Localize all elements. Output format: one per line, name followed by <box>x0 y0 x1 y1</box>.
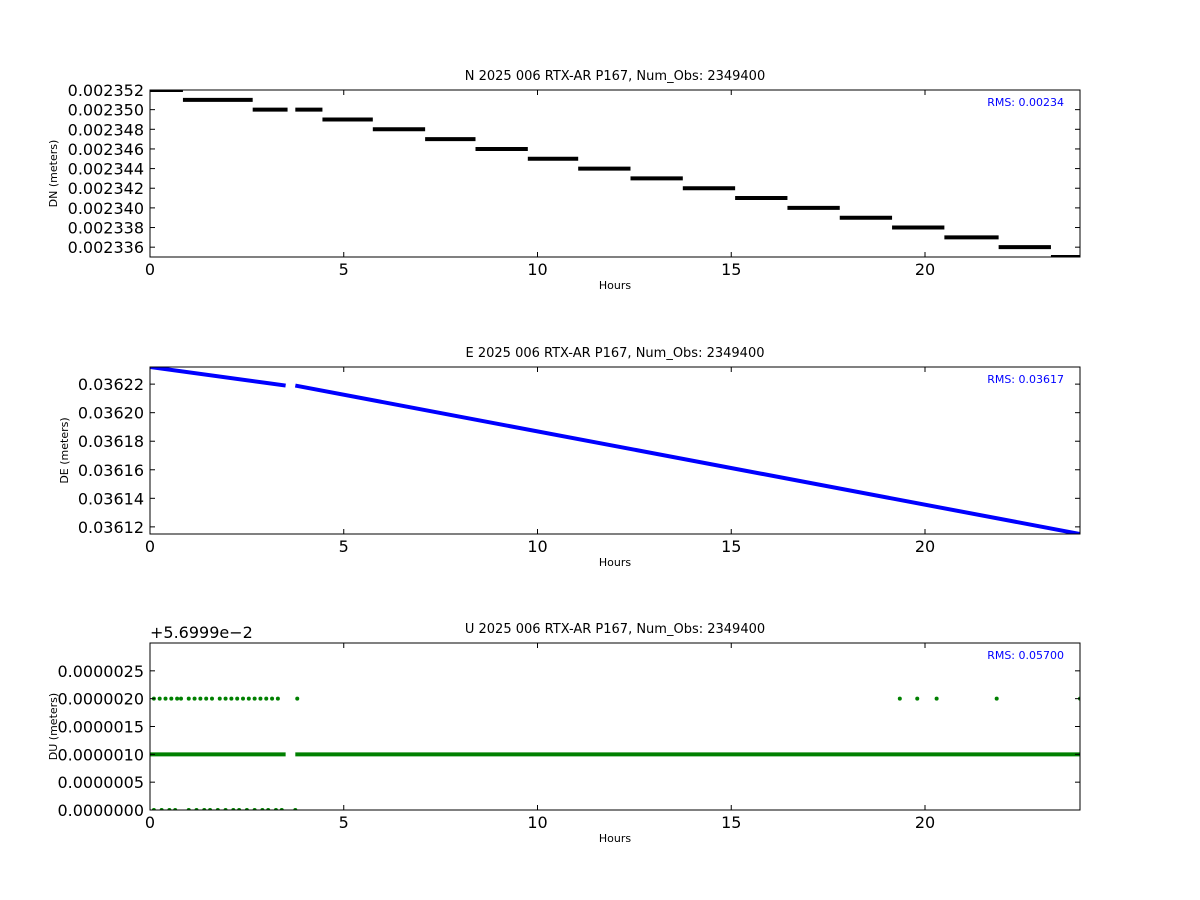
east-chart-title: E 2025 006 RTX-AR P167, Num_Obs: 2349400 <box>466 346 765 361</box>
east-y-tick-label: 0.03614 <box>78 489 144 508</box>
north-y-tick-label: 0.002352 <box>68 81 144 100</box>
east-y-tick-label: 0.03620 <box>78 404 144 423</box>
east-y-axis-label: DE (meters) <box>58 417 71 483</box>
north-y-tick-label: 0.002342 <box>68 179 144 198</box>
up-data-point <box>217 696 222 701</box>
east-x-tick-label: 10 <box>527 537 547 556</box>
north-y-tick-label: 0.002336 <box>68 238 144 257</box>
up-data-point <box>994 696 999 701</box>
up-data-point <box>246 696 251 701</box>
up-plot-area <box>150 643 1080 810</box>
up-data-point <box>270 696 275 701</box>
north-y-tick-label: 0.002340 <box>68 199 144 218</box>
up-data-point <box>192 696 197 701</box>
up-data-point <box>275 696 280 701</box>
up-data-point <box>210 696 214 701</box>
east-x-tick-label: 15 <box>721 537 741 556</box>
up-data-point <box>258 696 263 701</box>
up-data-point <box>235 696 240 701</box>
up-y-tick-label: 0.0000025 <box>57 662 144 681</box>
up-data-point <box>163 696 168 701</box>
east-data-segment <box>150 367 286 388</box>
north-y-tick-label: 0.002348 <box>68 120 144 139</box>
east-x-tick-label: 0 <box>145 537 155 556</box>
up-data-point <box>204 696 209 701</box>
east-panel: 0 5 10 15 20 0.03612 0.03614 0.03616 0.03618 0.03… <box>58 346 1081 569</box>
north-y-tick-label: 0.002338 <box>68 219 144 238</box>
up-data-point <box>169 696 174 701</box>
north-y-tick-label: 0.002344 <box>68 160 144 179</box>
north-chart-title: N 2025 006 RTX-AR P167, Num_Obs: 2349400 <box>465 69 765 84</box>
up-panel: 0 5 10 15 20 0.0000000 0.0000005 0.0000010 0.000… <box>47 622 1081 845</box>
east-data-segment <box>294 383 1080 534</box>
north-axes-frame <box>149 89 1081 258</box>
up-data-point <box>252 696 257 701</box>
north-y-axis-label: DN (meters) <box>47 140 60 208</box>
east-x-tick-label: 5 <box>339 537 349 556</box>
east-y-tick-label: 0.03616 <box>78 461 144 480</box>
up-data-point <box>295 696 300 701</box>
up-chart-title: U 2025 006 RTX-AR P167, Num_Obs: 2349400 <box>465 622 765 637</box>
up-data-point <box>198 696 203 701</box>
up-x-tick-label: 15 <box>721 813 741 832</box>
north-x-tick-label: 15 <box>721 260 741 279</box>
up-y-tick-label: 0.0000020 <box>57 690 144 709</box>
up-data-point <box>179 696 183 701</box>
up-y-tick-label: 0.0000005 <box>57 773 144 792</box>
up-data-point <box>915 696 920 701</box>
up-data-point <box>186 696 191 701</box>
up-data-point <box>223 696 228 701</box>
up-rms-annotation: RMS: 0.05700 <box>987 649 1064 662</box>
east-x-tick-label: 20 <box>915 537 935 556</box>
east-series <box>150 367 1080 534</box>
up-data-point <box>175 696 180 701</box>
up-data-point <box>229 696 234 701</box>
up-x-tick-label: 20 <box>915 813 935 832</box>
up-y-tick-label: 0.0000000 <box>57 801 144 820</box>
north-y-tick-label: 0.002346 <box>68 140 144 159</box>
north-rms-annotation: RMS: 0.00234 <box>987 96 1064 109</box>
north-x-tick-label: 0 <box>145 260 155 279</box>
north-plot-area <box>150 90 1080 257</box>
up-data-point <box>897 696 902 701</box>
up-data-point <box>264 696 269 701</box>
north-x-axis-label: Hours <box>599 279 631 292</box>
east-y-tick-label: 0.03622 <box>78 375 144 394</box>
north-series <box>150 90 1080 257</box>
up-y-tick-label: 0.0000010 <box>57 745 144 764</box>
north-x-tick-label: 20 <box>915 260 935 279</box>
east-rms-annotation: RMS: 0.03617 <box>987 373 1064 386</box>
up-data-point <box>934 696 939 701</box>
up-x-axis-label: Hours <box>599 832 631 845</box>
north-x-tick-label: 5 <box>339 260 349 279</box>
up-offset-text: +5.6999e−2 <box>150 623 253 642</box>
east-y-tick-label: 0.03612 <box>78 518 144 537</box>
up-x-tick-label: 10 <box>527 813 547 832</box>
north-panel: 0 5 10 15 20 0.0023360.0023380.0023400.002342… <box>47 69 1081 292</box>
up-y-tick-label: 0.0000015 <box>57 718 144 737</box>
east-x-axis-label: Hours <box>599 556 631 569</box>
up-data-point <box>241 696 245 701</box>
up-x-tick-label: 0 <box>145 813 155 832</box>
up-y-axis-label: DU (meters) <box>47 693 60 760</box>
up-x-tick-label: 5 <box>339 813 349 832</box>
east-axes-frame <box>149 366 1081 535</box>
east-y-tick-label: 0.03618 <box>78 432 144 451</box>
north-x-tick-label: 10 <box>527 260 547 279</box>
north-y-tick-label: 0.002350 <box>68 101 144 120</box>
up-data-point <box>157 696 162 701</box>
